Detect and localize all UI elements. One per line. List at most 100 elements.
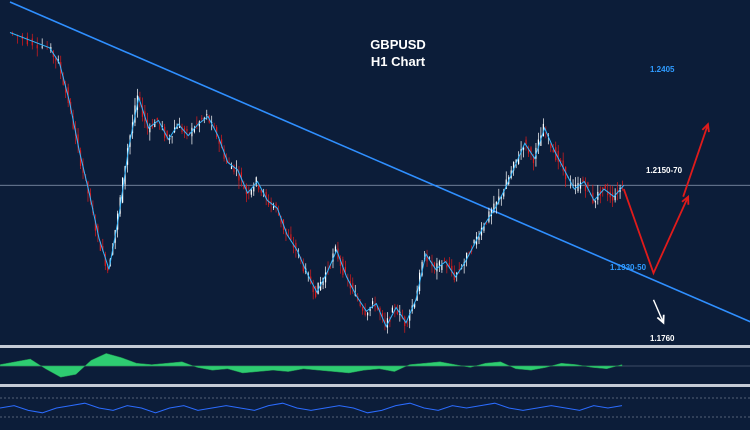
candle-body bbox=[493, 203, 495, 213]
candle-body bbox=[201, 117, 203, 120]
candle-body bbox=[206, 114, 208, 116]
candle-body bbox=[503, 190, 505, 197]
candle-body bbox=[151, 124, 153, 128]
candle-body bbox=[438, 261, 441, 266]
candle-body bbox=[302, 262, 304, 272]
candle-body bbox=[176, 126, 178, 129]
candle-body bbox=[542, 123, 544, 137]
candle-body bbox=[582, 179, 584, 182]
candle-body bbox=[41, 46, 43, 48]
candle-body bbox=[488, 211, 490, 222]
candle-body bbox=[421, 261, 423, 276]
arrowhead-white bbox=[656, 314, 665, 325]
candle-body bbox=[171, 136, 173, 138]
candle-body bbox=[36, 45, 38, 49]
candle-body bbox=[211, 122, 213, 123]
candle-body bbox=[154, 122, 156, 128]
candle-body bbox=[545, 132, 547, 134]
projection-path-white bbox=[652, 299, 665, 323]
chart-title: GBPUSD bbox=[370, 37, 426, 52]
candle-body bbox=[614, 194, 616, 201]
candle-body bbox=[102, 246, 104, 251]
arrowhead-red-up bbox=[701, 122, 710, 133]
candle-body bbox=[183, 127, 186, 133]
candle-body bbox=[530, 147, 532, 154]
candle-body bbox=[369, 307, 371, 312]
candle-body bbox=[574, 184, 577, 187]
candle-body bbox=[490, 209, 492, 217]
projection-arrowheads bbox=[656, 122, 710, 325]
candle-body bbox=[406, 321, 408, 322]
candle-body bbox=[181, 126, 183, 133]
price-line bbox=[9, 32, 625, 328]
candle-body bbox=[374, 304, 376, 308]
candle-body bbox=[295, 242, 297, 252]
price-level-label: 1.1760 bbox=[650, 334, 675, 343]
candle-body bbox=[243, 186, 245, 189]
panel-separator-bottom bbox=[0, 384, 750, 387]
candle-body bbox=[265, 192, 267, 199]
candle-body bbox=[260, 189, 262, 193]
candle-body bbox=[141, 105, 144, 117]
candle-body bbox=[451, 265, 453, 274]
candle-body bbox=[193, 128, 195, 133]
candle-body bbox=[537, 139, 540, 148]
candle-body bbox=[577, 182, 579, 192]
price-level-label: 1.2405 bbox=[650, 65, 675, 74]
candle-body bbox=[268, 200, 270, 205]
candle-body bbox=[186, 129, 188, 132]
candle-body bbox=[609, 191, 611, 198]
candle-body bbox=[352, 283, 354, 289]
candle-body bbox=[94, 220, 96, 231]
candle-body bbox=[381, 313, 384, 318]
candle-body bbox=[527, 147, 530, 154]
candle-body bbox=[607, 190, 609, 196]
candle-body bbox=[62, 76, 64, 85]
candle-body bbox=[466, 252, 468, 260]
candle-body bbox=[238, 173, 240, 181]
candle-body bbox=[456, 272, 458, 275]
candle-body bbox=[166, 130, 168, 139]
candle-body bbox=[515, 159, 517, 164]
price-level-labels: 1.2405 1.2150-70 1.1930-50 1.1760 bbox=[610, 65, 683, 343]
candle-body bbox=[587, 182, 589, 189]
candle-body bbox=[139, 97, 141, 101]
candle-body bbox=[97, 225, 99, 236]
candle-body bbox=[359, 301, 361, 307]
candle-body bbox=[228, 161, 230, 163]
candle-body bbox=[334, 246, 337, 252]
candle-body bbox=[223, 149, 225, 159]
candlestick-series bbox=[11, 31, 624, 334]
candle-body bbox=[414, 303, 416, 308]
candle-body bbox=[473, 240, 475, 244]
candle-body bbox=[344, 267, 346, 273]
candle-body bbox=[196, 123, 198, 124]
candle-body bbox=[446, 265, 448, 268]
candle-body bbox=[458, 269, 460, 271]
candle-body bbox=[396, 311, 398, 315]
candle-body bbox=[379, 308, 381, 314]
candle-body bbox=[362, 306, 364, 311]
candle-body bbox=[386, 318, 389, 328]
candle-body bbox=[428, 257, 431, 259]
candle-body bbox=[376, 306, 379, 310]
candle-body bbox=[156, 117, 158, 121]
candle-body bbox=[562, 160, 564, 171]
candle-body bbox=[513, 161, 515, 171]
candle-body bbox=[322, 278, 324, 285]
candle-body bbox=[532, 156, 535, 164]
candle-body bbox=[292, 244, 294, 248]
price-level-label: 1.2150-70 bbox=[646, 166, 683, 175]
candle-body bbox=[448, 262, 450, 268]
candle-body bbox=[426, 254, 428, 262]
candle-body bbox=[557, 151, 559, 162]
candle-body bbox=[522, 147, 525, 150]
candle-body bbox=[371, 301, 374, 305]
candle-body bbox=[367, 312, 369, 316]
price-level-label: 1.1930-50 bbox=[610, 263, 647, 272]
oscillator-histogram bbox=[0, 353, 623, 378]
projection-path-red bbox=[622, 188, 689, 276]
candle-body bbox=[579, 182, 582, 189]
candle-body bbox=[329, 265, 332, 267]
